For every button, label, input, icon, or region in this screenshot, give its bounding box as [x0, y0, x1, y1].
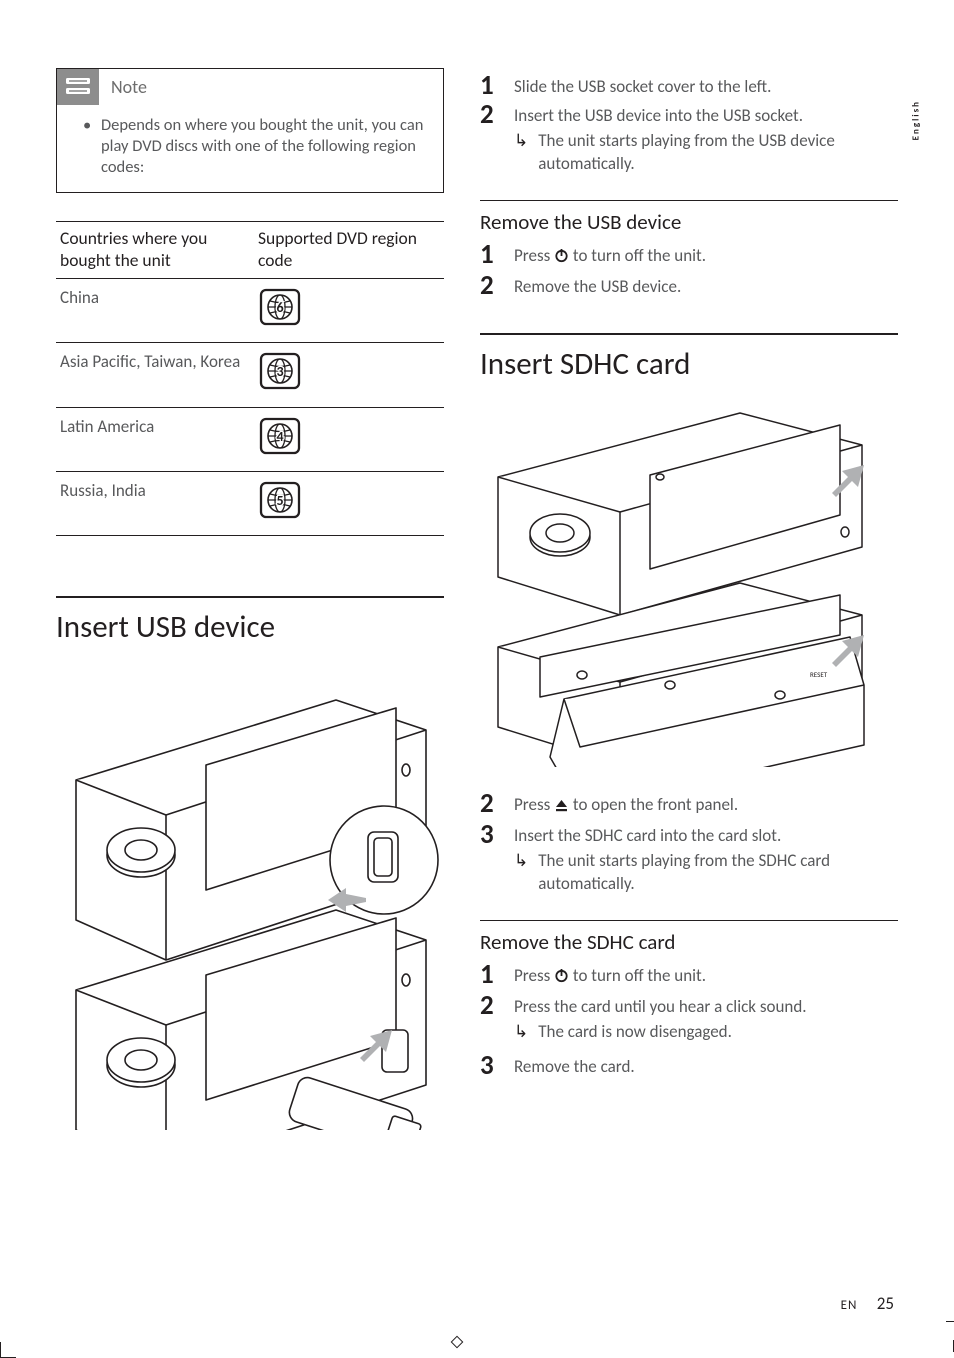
- step-number: 1: [480, 961, 500, 988]
- country-cell: Latin America: [56, 408, 254, 471]
- region-code-icon: 3: [258, 351, 302, 396]
- step-text: Press the card until you hear a click so…: [514, 992, 807, 1019]
- power-icon: [554, 247, 569, 270]
- note-box: Note Depends on where you bought the uni…: [56, 68, 444, 193]
- footer-page-number: 25: [877, 1293, 894, 1314]
- svg-text:3: 3: [276, 363, 283, 380]
- region-code-icon: 5: [258, 480, 302, 525]
- step-number: 3: [480, 821, 500, 848]
- region-code-table: Countries where you bought the unit Supp…: [56, 221, 444, 536]
- region-code-icon: 6: [258, 287, 302, 332]
- heading-insert-sdhc: Insert SDHC card: [480, 333, 898, 383]
- result-text: The unit starts playing from the SDHC ca…: [538, 850, 898, 896]
- region-code-icon: 4: [258, 416, 302, 461]
- step-text: Slide the USB socket cover to the left.: [514, 72, 771, 99]
- step-number: 2: [480, 272, 500, 299]
- svg-text:6: 6: [276, 299, 283, 316]
- step-number: 3: [480, 1052, 500, 1079]
- table-header-countries: Countries where you bought the unit: [56, 222, 254, 278]
- table-row: Russia, India 5: [56, 472, 444, 536]
- step-text: Press to turn off the unit.: [514, 241, 706, 270]
- crop-mark: [0, 1342, 16, 1358]
- step-number: 1: [480, 72, 500, 99]
- result-text: The card is now disengaged.: [538, 1021, 732, 1044]
- heading-remove-usb: Remove the USB device: [480, 200, 898, 235]
- country-cell: China: [56, 279, 254, 342]
- table-row: Latin America 4: [56, 408, 444, 472]
- usb-illustration: [56, 660, 444, 1135]
- svg-text:5: 5: [276, 492, 283, 509]
- heading-remove-sdhc: Remove the SDHC card: [480, 920, 898, 955]
- step-number: 2: [480, 992, 500, 1019]
- step-number: 1: [480, 241, 500, 268]
- table-row: Asia Pacific, Taiwan, Korea 3: [56, 343, 444, 407]
- step-text: Remove the card.: [514, 1052, 635, 1079]
- svg-text:4: 4: [276, 428, 283, 445]
- heading-insert-usb: Insert USB device: [56, 596, 444, 646]
- step-number: 2: [480, 101, 500, 128]
- page-footer: EN 25: [841, 1293, 894, 1314]
- power-icon: [554, 967, 569, 990]
- table-header-row: Countries where you bought the unit Supp…: [56, 222, 444, 279]
- svg-text:RESET: RESET: [810, 670, 828, 679]
- result-text: The unit starts playing from the USB dev…: [538, 130, 898, 176]
- result-arrow-icon: ↳: [514, 850, 528, 896]
- step-text: Remove the USB device.: [514, 272, 681, 299]
- sdhc-illustration: RESET: [480, 397, 898, 772]
- step-text: Press to turn off the unit.: [514, 961, 706, 990]
- result-arrow-icon: ↳: [514, 1021, 528, 1044]
- eject-icon: [554, 796, 569, 819]
- table-header-code: Supported DVD region code: [254, 222, 444, 278]
- result-arrow-icon: ↳: [514, 130, 528, 176]
- step-text: Insert the SDHC card into the card slot.: [514, 821, 781, 848]
- country-cell: Russia, India: [56, 472, 254, 535]
- footer-lang: EN: [841, 1298, 858, 1313]
- language-tab: English: [910, 100, 921, 140]
- step-text: Press to open the front panel.: [514, 790, 738, 819]
- step-text: Insert the USB device into the USB socke…: [514, 101, 803, 128]
- crop-mark: [946, 1321, 954, 1322]
- crop-mark: [450, 1335, 464, 1354]
- country-cell: Asia Pacific, Taiwan, Korea: [56, 343, 254, 406]
- note-body-text: Depends on where you bought the unit, yo…: [87, 115, 425, 178]
- table-row: China 6: [56, 279, 444, 343]
- note-title: Note: [111, 76, 147, 98]
- note-icon: [57, 69, 99, 105]
- step-number: 2: [480, 790, 500, 817]
